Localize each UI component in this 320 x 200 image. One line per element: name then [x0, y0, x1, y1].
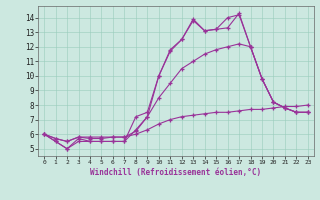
X-axis label: Windchill (Refroidissement éolien,°C): Windchill (Refroidissement éolien,°C)	[91, 168, 261, 177]
